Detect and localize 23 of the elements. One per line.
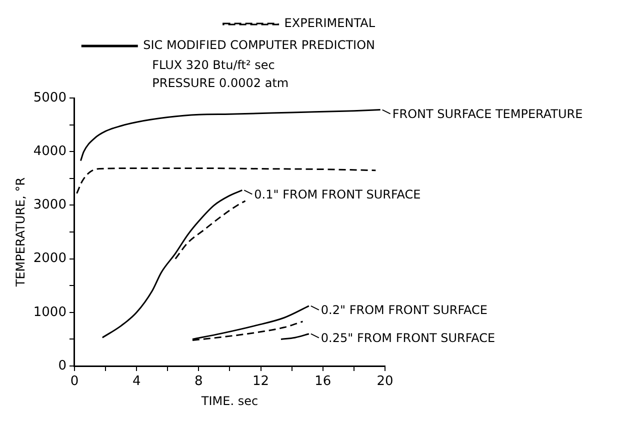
- legend-label: EXPERIMENTAL: [284, 16, 376, 30]
- y-axis-title: TEMPERATURE, °R: [13, 177, 28, 288]
- y-tick-label: 5000: [33, 90, 66, 106]
- x-tick-label: 16: [314, 374, 332, 390]
- text: PRESSURE 0.0002 atm: [152, 76, 289, 90]
- y-tick-label: 0: [58, 358, 66, 374]
- x-tick-label: 8: [194, 374, 203, 390]
- text: FLUX 320 Btu/ft² sec: [152, 58, 275, 72]
- x-axis-title: TIME. sec: [200, 394, 258, 408]
- x-tick-label: 20: [376, 374, 394, 390]
- x-tick-label: 12: [252, 374, 270, 390]
- annotation: 0.2" FROM FRONT SURFACE: [320, 303, 488, 318]
- annotation: 0.1" FROM FRONT SURFACE: [254, 187, 421, 202]
- y-tick-label: 4000: [33, 144, 66, 159]
- line-series: [174, 200, 246, 260]
- annotation: 0.25" FROM FRONT SURFACE: [320, 330, 496, 345]
- y-tick-label: 1000: [33, 304, 66, 320]
- y-tick-label: 2000: [33, 251, 66, 266]
- x-tick-label: 4: [132, 374, 141, 390]
- annotation: FRONT SURFACE TEMPERATURE: [392, 106, 583, 121]
- x-tick-label: 0: [70, 374, 79, 390]
- legend-label: SIC MODIFIED COMPUTER PREDICTION: [143, 38, 375, 52]
- y-tick-label: 3000: [33, 198, 66, 213]
